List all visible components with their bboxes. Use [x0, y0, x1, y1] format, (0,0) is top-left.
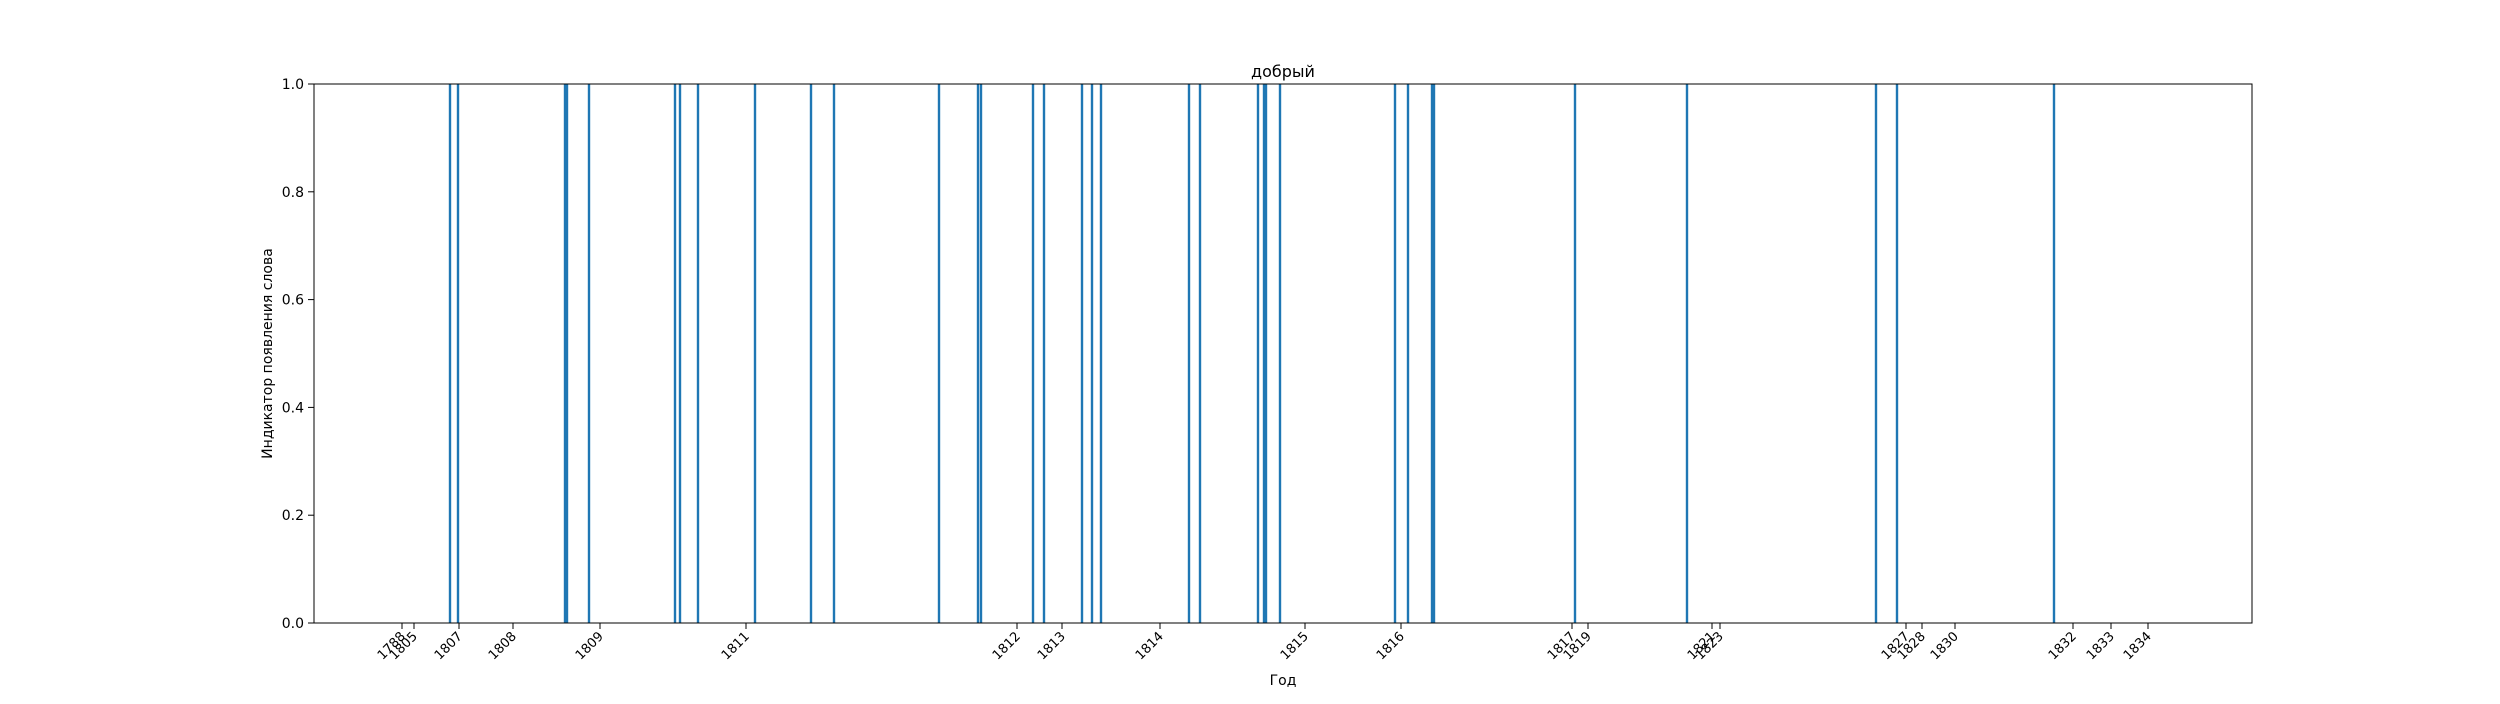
y-tick-label: 0.2 [282, 508, 304, 524]
y-axis-label: Индикатор появления слова [260, 248, 276, 459]
x-axis-label: Год [1270, 673, 1297, 689]
y-tick-label: 0.4 [282, 400, 304, 416]
plot-frame [313, 83, 2253, 624]
y-axis: 0.0 0.2 0.4 0.6 0.8 1.0 [282, 77, 314, 632]
chart-title: добрый [1251, 62, 1315, 81]
y-tick-label: 0.0 [282, 616, 304, 632]
y-tick-label: 1.0 [282, 77, 304, 93]
y-tick-label: 0.8 [282, 185, 304, 201]
y-tick-label: 0.6 [282, 293, 304, 309]
bars-layer [448, 84, 2056, 623]
